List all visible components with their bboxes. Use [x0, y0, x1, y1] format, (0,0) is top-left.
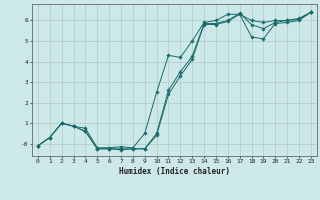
X-axis label: Humidex (Indice chaleur): Humidex (Indice chaleur) [119, 167, 230, 176]
